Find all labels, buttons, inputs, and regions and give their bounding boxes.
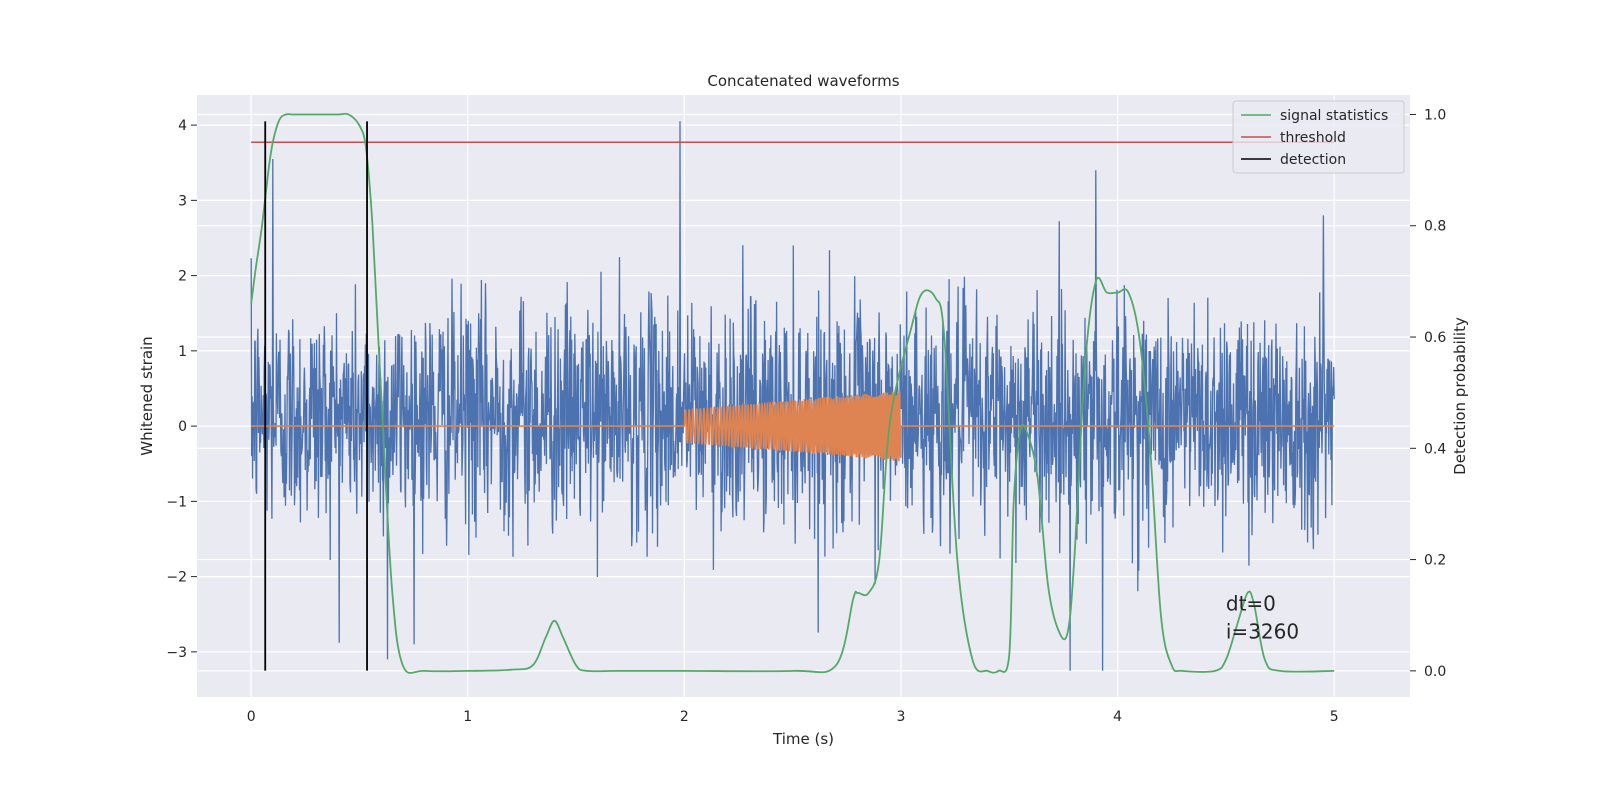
x-tick-label: 2 bbox=[680, 709, 689, 725]
axis-ticks: 0 1 2 3 4 5 −3 −2 −1 0 1 2 3 4 0.0 0.2 0.4 0.6 0.8 1.0 bbox=[166, 107, 1446, 725]
y2-tick-label: 1.0 bbox=[1424, 107, 1446, 123]
x-tick-label: 4 bbox=[1113, 709, 1122, 725]
strain-series-line bbox=[250, 121, 1335, 671]
y-tick-label: 4 bbox=[178, 118, 187, 134]
chart-title: Concatenated waveforms bbox=[707, 72, 899, 90]
y-tick-label: −2 bbox=[166, 570, 187, 586]
legend-box bbox=[1232, 100, 1405, 174]
y2-tick-label: 0.8 bbox=[1424, 219, 1446, 235]
legend-label-detection: detection bbox=[1280, 152, 1346, 168]
x-tick-label: 1 bbox=[463, 709, 472, 725]
legend-label-threshold: threshold bbox=[1280, 130, 1346, 146]
waveform-series-line bbox=[251, 391, 1335, 462]
y-tick-label: 3 bbox=[178, 193, 187, 209]
plot-series bbox=[250, 112, 1335, 674]
y2-tick-label: 0.6 bbox=[1424, 330, 1446, 346]
legend-label-signal-statistics: signal statistics bbox=[1280, 108, 1388, 124]
annotation-index: i=3260 bbox=[1226, 619, 1299, 643]
y-tick-label: −3 bbox=[166, 645, 187, 661]
y-tick-label: 1 bbox=[178, 344, 187, 360]
y2-tick-label: 0.4 bbox=[1424, 441, 1446, 457]
annotation: dt=0 i=3260 bbox=[1226, 591, 1299, 643]
y2-tick-label: 0.2 bbox=[1424, 553, 1446, 569]
y-tick-label: 2 bbox=[178, 269, 187, 285]
x-tick-label: 0 bbox=[247, 709, 256, 725]
y2-tick-label: 0.0 bbox=[1424, 664, 1446, 680]
y-axis-label: Whitened strain bbox=[138, 336, 156, 455]
signal-statistics-line bbox=[250, 112, 1335, 674]
annotation-dt: dt=0 bbox=[1226, 591, 1276, 615]
legend: signal statistics threshold detection bbox=[1232, 100, 1405, 174]
y-tick-label: −1 bbox=[166, 494, 187, 510]
x-tick-label: 5 bbox=[1330, 709, 1339, 725]
x-axis-label: Time (s) bbox=[772, 730, 834, 748]
y2-axis-label: Detection probability bbox=[1451, 317, 1469, 475]
x-tick-label: 3 bbox=[897, 709, 906, 725]
y-tick-label: 0 bbox=[178, 419, 187, 435]
